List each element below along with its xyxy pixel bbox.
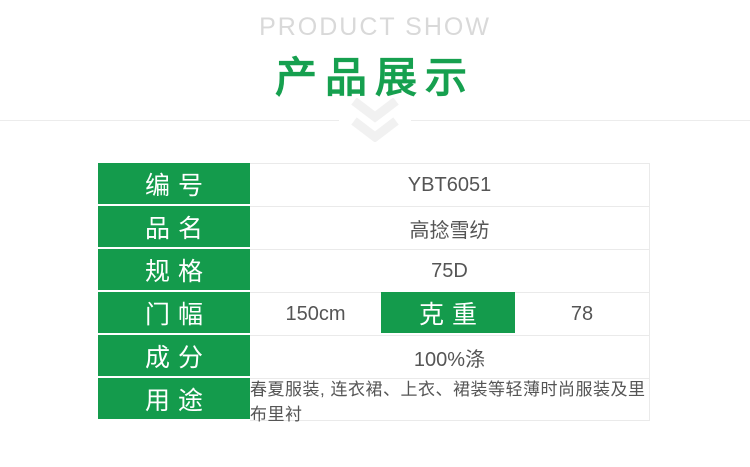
spec-value-composition: 100%涤 xyxy=(250,335,650,378)
spec-value-name: 高捻雪纺 xyxy=(250,206,650,249)
spec-label-usage: 用途 xyxy=(98,378,250,421)
section-subtitle: PRODUCT SHOW xyxy=(259,13,491,41)
spec-label-composition: 成分 xyxy=(98,335,250,378)
spec-row-name: 品名 高捻雪纺 xyxy=(98,206,650,249)
section-title: 产品展示 xyxy=(274,54,475,101)
spec-label-name: 品名 xyxy=(98,206,250,249)
spec-label-code: 编号 xyxy=(98,163,250,206)
spec-row-code: 编号 YBT6051 xyxy=(98,163,650,206)
spec-value-spec: 75D xyxy=(250,249,650,292)
spec-row-usage: 用途 春夏服装, 连衣裙、上衣、裙装等轻薄时尚服装及里布里衬 xyxy=(98,378,650,424)
spec-value-code: YBT6051 xyxy=(250,163,650,206)
spec-row-width-weight: 门幅 150cm 克重 78 xyxy=(98,292,650,335)
spec-label-width: 门幅 xyxy=(98,292,250,335)
spec-value-weight: 78 xyxy=(515,292,650,335)
spec-label-spec: 规格 xyxy=(98,249,250,292)
spec-value-usage: 春夏服装, 连衣裙、上衣、裙装等轻薄时尚服装及里布里衬 xyxy=(250,378,650,424)
product-spec-table: 编号 YBT6051 品名 高捻雪纺 规格 75D 门幅 150cm 克重 78… xyxy=(98,163,650,424)
spec-row-composition: 成分 100%涤 xyxy=(98,335,650,378)
double-chevron-down-icon xyxy=(339,97,411,143)
spec-value-width: 150cm xyxy=(250,292,381,335)
spec-label-weight: 克重 xyxy=(381,292,515,335)
spec-row-spec: 规格 75D xyxy=(98,249,650,292)
